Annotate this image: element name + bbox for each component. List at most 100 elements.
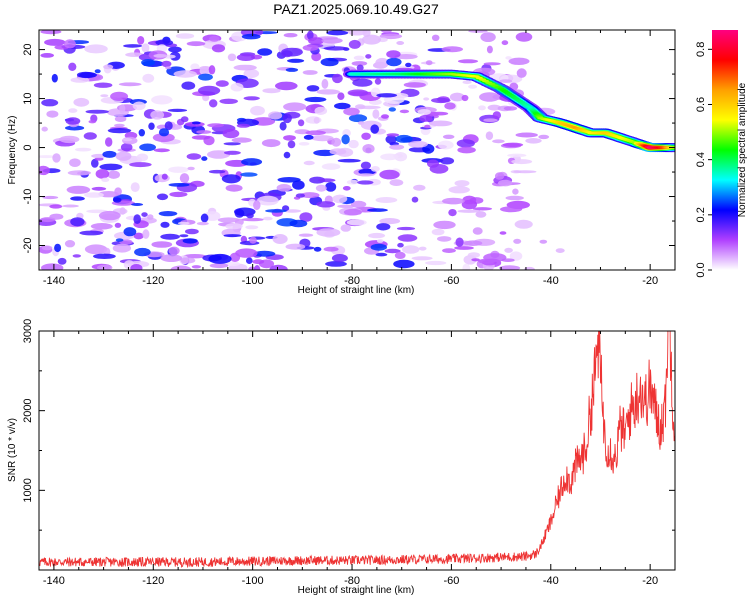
heatmap-noise-cell — [245, 225, 259, 230]
top-y-axis-label: Frequency (Hz) — [7, 116, 18, 185]
heatmap-noise-cell — [165, 66, 172, 70]
heatmap-noise-cell — [394, 251, 406, 259]
colorbar-label: Normalized spectral amplitude — [737, 82, 748, 217]
heatmap-noise-cell — [129, 162, 152, 168]
heatmap-noise-cell — [483, 253, 507, 262]
y-tick-label: -10 — [22, 189, 34, 205]
heatmap-noise-cell — [502, 142, 524, 147]
colorbar-ticks: 0.0 0.2 0.4 0.6 0.8 — [695, 42, 712, 278]
heatmap-noise-cell — [223, 142, 241, 146]
heatmap-noise-cell — [380, 153, 399, 161]
heatmap-noise-cell — [285, 243, 306, 250]
heatmap-noise-cell — [158, 211, 178, 217]
heatmap-noise-cell — [168, 246, 180, 255]
heatmap-noise-cell — [441, 46, 463, 53]
heatmap-noise-cell — [379, 33, 403, 40]
heatmap-noise-cell — [168, 46, 182, 53]
heatmap-noise-cell — [112, 243, 132, 253]
heatmap-noise-cell — [375, 252, 388, 257]
heatmap-noise-cell — [501, 40, 509, 46]
heatmap-noise-cell — [118, 82, 142, 87]
x-tick-label: -100 — [242, 275, 264, 287]
heatmap-noise-cell — [509, 251, 523, 261]
heatmap-noise-cell — [499, 265, 521, 270]
heatmap-noise-cell — [391, 92, 409, 99]
heatmap-noise-cell — [323, 246, 339, 252]
heatmap-noise-cell — [442, 197, 465, 205]
heatmap-noise-cell — [69, 158, 81, 167]
heatmap-noise-cell — [487, 104, 501, 111]
heatmap-noise-cell — [246, 213, 254, 219]
heatmap-noise-cell — [508, 57, 530, 65]
heatmap-noise-cell — [115, 238, 124, 242]
heatmap-noise-cell — [76, 71, 95, 79]
heatmap-noise-cell — [125, 52, 144, 57]
heatmap-noise-cell — [332, 194, 348, 204]
heatmap-noise-cell — [41, 99, 59, 107]
heatmap-noise-cell — [512, 188, 519, 195]
heatmap-noise-cell — [499, 231, 507, 235]
heatmap-noise-cell — [425, 60, 433, 66]
heatmap-noise-cell — [492, 111, 501, 120]
heatmap-noise-cell — [185, 228, 199, 235]
heatmap-noise-cell — [75, 147, 92, 152]
heatmap-noise-cell — [397, 234, 418, 242]
heatmap-noise-cell — [91, 158, 99, 168]
heatmap-noise-cell — [95, 169, 110, 179]
heatmap-noise-cell — [524, 266, 535, 270]
heatmap-noise-cell — [83, 132, 97, 140]
heatmap-noise-cell — [381, 114, 389, 119]
heatmap-noise-cell — [433, 220, 456, 230]
bottom-y-axis-label: SNR (10 * v/v) — [7, 418, 18, 482]
heatmap-noise-cell — [471, 258, 480, 262]
colorbar-tick-label: 0.0 — [695, 262, 707, 277]
heatmap-noise-cell — [281, 47, 303, 57]
heatmap-noise-cell — [181, 81, 196, 90]
heatmap-noise-cell — [399, 109, 410, 114]
heatmap-noise-cell — [411, 256, 433, 261]
heatmap-noise-cell — [223, 234, 242, 238]
heatmap-noise-cell — [168, 183, 190, 187]
heatmap-noise-cell — [158, 128, 170, 137]
heatmap-noise-cell — [395, 134, 413, 143]
heatmap-noise-cell — [40, 53, 54, 58]
heatmap-noise-cell — [486, 45, 493, 54]
heatmap-noise-cell — [219, 98, 238, 105]
heatmap-noise-cell — [141, 212, 148, 218]
heatmap-noise-cell — [507, 153, 527, 158]
heatmap-noise-cell — [315, 184, 327, 192]
heatmap-noise-cell — [396, 226, 416, 231]
heatmap-noise-cell — [191, 121, 201, 125]
heatmap-noise-cell — [120, 143, 133, 152]
heatmap-noise-cell — [115, 151, 132, 161]
heatmap-noise-cell — [321, 37, 343, 44]
heatmap-noise-cell — [376, 223, 391, 231]
heatmap-noise-cell — [198, 85, 221, 96]
colorbar-tick-label: 0.4 — [695, 152, 707, 167]
heatmap-noise-cell — [303, 134, 314, 140]
x-tick-label: -20 — [642, 575, 658, 587]
heatmap-noise-cell — [468, 30, 488, 33]
heatmap-noise-cell — [175, 33, 195, 39]
heatmap-noise-cell — [425, 260, 447, 266]
heatmap-noise-cell — [268, 111, 283, 120]
heatmap-noise-cell — [511, 159, 533, 165]
heatmap-noise-cell — [261, 139, 281, 148]
heatmap-noise-cell — [342, 186, 351, 191]
x-tick-label: -140 — [43, 575, 65, 587]
heatmap-noise-cell — [389, 179, 404, 187]
y-tick-label: 2000 — [22, 398, 34, 422]
heatmap-noise-cell — [525, 138, 542, 144]
heatmap-noise-cell — [334, 102, 351, 110]
heatmap-noise-cell — [279, 121, 287, 131]
snr-panel: -140 -120 -100 -80 -60 -40 -20 1000 2000 3000 He… — [7, 319, 676, 596]
heatmap-noise-cell — [437, 140, 454, 150]
heatmap-noise-cell — [283, 33, 298, 38]
heatmap-noise-cell — [138, 129, 145, 137]
heatmap-noise-cell — [236, 123, 251, 128]
heatmap-noise-cell — [365, 54, 372, 59]
heatmap-noise-cell — [357, 180, 374, 185]
heatmap-noise-cell — [448, 186, 470, 194]
heatmap-noise-cell — [423, 97, 430, 101]
